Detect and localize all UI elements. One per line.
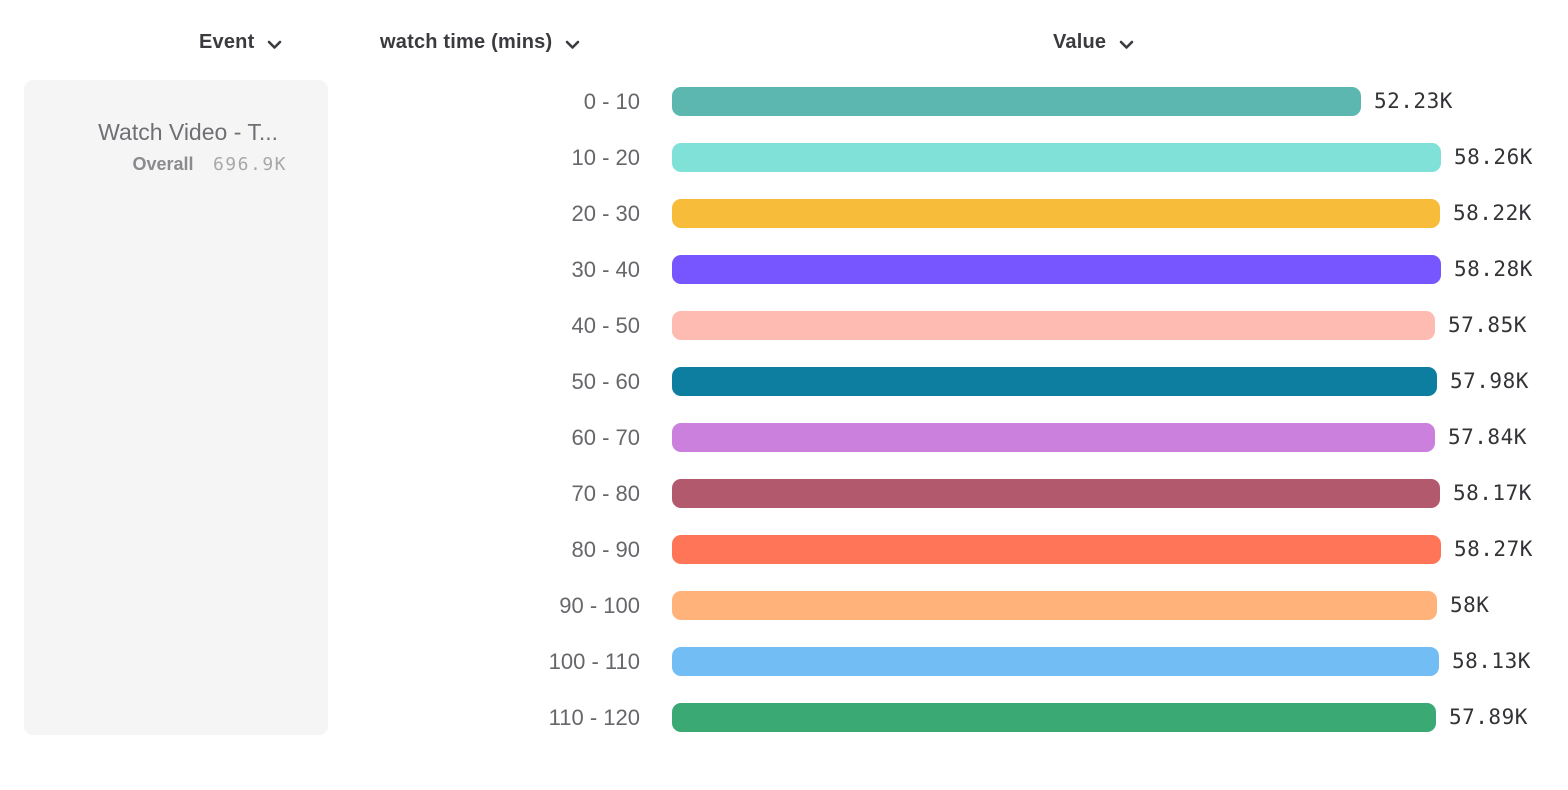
bar-row: 10 - 20 58.26K bbox=[0, 143, 1568, 172]
overall-label: Overall bbox=[132, 154, 194, 174]
value-label: 58.28K bbox=[1454, 257, 1533, 281]
bar-segment[interactable] bbox=[672, 591, 1437, 620]
bucket-label: 40 - 50 bbox=[571, 313, 641, 338]
bar-segment[interactable] bbox=[672, 647, 1439, 676]
event-name: Watch Video - T... bbox=[98, 119, 278, 145]
bar-segment[interactable] bbox=[672, 87, 1361, 116]
bar-segment[interactable] bbox=[672, 535, 1441, 564]
bucket-label: 80 - 90 bbox=[571, 537, 641, 562]
bar-row: 50 - 60 57.98K bbox=[0, 367, 1568, 396]
bucket-label: 90 - 100 bbox=[559, 593, 640, 618]
bar-segment[interactable] bbox=[672, 703, 1436, 732]
chevron-down-icon bbox=[565, 33, 580, 56]
value-label: 52.23K bbox=[1374, 89, 1453, 113]
bar-segment[interactable] bbox=[672, 311, 1435, 340]
value-label: 58.13K bbox=[1452, 649, 1531, 673]
bar-row: 80 - 90 58.27K bbox=[0, 535, 1568, 564]
breakdown-column-dropdown[interactable]: watch time (mins) bbox=[380, 28, 580, 56]
bar-row: 70 - 80 58.17K bbox=[0, 479, 1568, 508]
value-label: 57.89K bbox=[1449, 705, 1528, 729]
value-label: 58.17K bbox=[1453, 481, 1532, 505]
bar-segment[interactable] bbox=[672, 199, 1440, 228]
value-label: 57.84K bbox=[1448, 425, 1527, 449]
event-overall-row: Overall 696.9K bbox=[24, 154, 328, 175]
bucket-label: 70 - 80 bbox=[571, 481, 641, 506]
bucket-label: 0 - 10 bbox=[583, 89, 640, 114]
bucket-label: 60 - 70 bbox=[571, 425, 641, 450]
breakdown-column-label: watch time (mins) bbox=[380, 30, 553, 53]
bar-row: 20 - 30 58.22K bbox=[0, 199, 1568, 228]
chevron-down-icon bbox=[1119, 33, 1134, 56]
event-column-dropdown[interactable]: Event bbox=[199, 28, 282, 56]
bucket-label: 50 - 60 bbox=[571, 369, 641, 394]
bucket-label: 30 - 40 bbox=[571, 257, 641, 282]
event-panel[interactable]: Watch Video - T... Overall 696.9K bbox=[24, 80, 328, 735]
bar-segment[interactable] bbox=[672, 255, 1441, 284]
bucket-label: 110 - 120 bbox=[548, 705, 640, 730]
value-label: 58K bbox=[1450, 593, 1490, 617]
bar-segment[interactable] bbox=[672, 367, 1437, 396]
value-column-dropdown[interactable]: Value bbox=[1053, 28, 1134, 56]
overall-value: 696.9K bbox=[212, 154, 287, 175]
bar-row: 60 - 70 57.84K bbox=[0, 423, 1568, 452]
value-label: 58.27K bbox=[1454, 537, 1533, 561]
bucket-label: 10 - 20 bbox=[571, 145, 641, 170]
value-label: 57.98K bbox=[1450, 369, 1529, 393]
event-column-label: Event bbox=[199, 30, 255, 53]
bar-row: 90 - 100 58K bbox=[0, 591, 1568, 620]
bar-row: 100 - 110 58.13K bbox=[0, 647, 1568, 676]
bar-segment[interactable] bbox=[672, 479, 1440, 508]
bar-segment[interactable] bbox=[672, 423, 1435, 452]
bar-row: 0 - 10 52.23K bbox=[0, 87, 1568, 116]
bar-segment[interactable] bbox=[672, 143, 1441, 172]
bucket-label: 20 - 30 bbox=[571, 201, 641, 226]
value-label: 58.26K bbox=[1454, 145, 1533, 169]
value-label: 58.22K bbox=[1453, 201, 1532, 225]
value-column-label: Value bbox=[1053, 30, 1107, 53]
chevron-down-icon bbox=[267, 33, 282, 56]
bar-row: 40 - 50 57.85K bbox=[0, 311, 1568, 340]
bucket-label: 100 - 110 bbox=[548, 649, 640, 674]
value-label: 57.85K bbox=[1448, 313, 1527, 337]
bar-row: 30 - 40 58.28K bbox=[0, 255, 1568, 284]
bar-row: 110 - 120 57.89K bbox=[0, 703, 1568, 732]
